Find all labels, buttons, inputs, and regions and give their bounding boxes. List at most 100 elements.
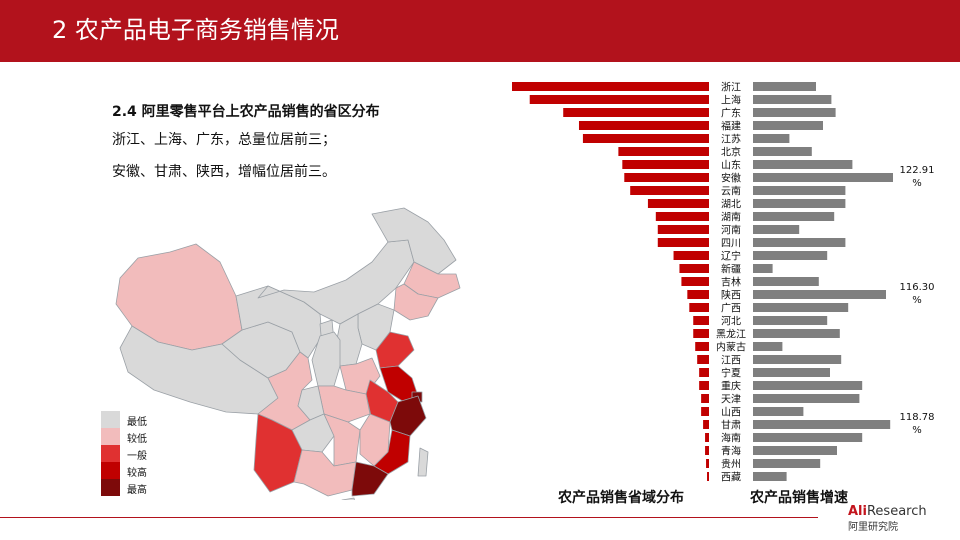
logo-brand: AliResearch [848, 504, 927, 519]
province-label: 新疆 [721, 263, 741, 276]
growth-bar [753, 108, 836, 117]
legend-label: 一般 [127, 451, 147, 462]
growth-bar [753, 212, 835, 221]
province-label: 上海 [721, 94, 741, 107]
province-台湾 [417, 447, 429, 477]
sales-bar [618, 147, 709, 156]
growth-bar [753, 459, 821, 468]
sales-bar [647, 199, 709, 208]
legend-label: 最低 [127, 417, 147, 428]
sales-bar [582, 134, 709, 143]
province-label: 湖北 [721, 199, 741, 211]
growth-annotation: 122.91% [900, 165, 935, 189]
sales-bar [655, 212, 709, 221]
province-label: 广东 [721, 107, 741, 120]
province-海南 [341, 497, 355, 500]
growth-bar [753, 303, 849, 312]
summary-line-growth: 安徽、甘肃、陕西，增幅位居前三。 [112, 164, 336, 180]
legend-label: 最高 [127, 485, 147, 496]
aliresearch-logo: AliResearch 阿里研究院 [848, 504, 927, 533]
growth-bar [753, 446, 837, 455]
growth-bar [753, 316, 828, 325]
sales-bar [673, 251, 709, 260]
legend-label: 较低 [127, 434, 147, 445]
growth-bar [753, 420, 891, 429]
page-title: 2 农产品电子商务销售情况 [52, 16, 339, 44]
sales-bar [657, 225, 709, 234]
province-label: 黑龙江 [716, 328, 746, 341]
header-bar: 2 农产品电子商务销售情况 [0, 0, 960, 62]
province-label: 陕西 [721, 289, 741, 302]
province-label: 云南 [721, 185, 741, 198]
legend-swatch [101, 428, 120, 445]
growth-bar [753, 199, 846, 208]
sales-bar [706, 459, 709, 468]
sales-bar [697, 355, 709, 364]
growth-bar [753, 329, 840, 338]
sales-bar [512, 82, 709, 91]
province-黑龙江 [371, 207, 457, 275]
growth-bar [753, 472, 787, 481]
logo-brand-accent: Ali [848, 504, 867, 519]
legend-swatch [101, 479, 120, 496]
sales-bar [699, 368, 709, 377]
province-label: 青海 [721, 445, 741, 458]
legend-swatch [101, 462, 120, 479]
growth-bar [753, 173, 893, 182]
logo-brand-rest: Research [866, 504, 927, 519]
sales-bar [578, 121, 709, 130]
sales-bar [695, 342, 709, 351]
sales-bar [707, 472, 709, 481]
province-label: 内蒙古 [716, 341, 746, 354]
province-label: 北京 [721, 146, 741, 159]
province-label: 河南 [721, 224, 741, 237]
growth-bar [753, 251, 828, 260]
growth-bar [753, 160, 853, 169]
province-label: 江苏 [721, 133, 741, 146]
province-label: 吉林 [721, 276, 741, 289]
legend-swatch [101, 445, 120, 462]
china-province-map [115, 207, 461, 500]
province-label: 江西 [721, 355, 741, 367]
growth-bar [753, 264, 773, 273]
sales-bar [679, 264, 709, 273]
province-label: 甘肃 [721, 419, 741, 432]
province-label: 河北 [721, 316, 741, 328]
province-label: 辽宁 [721, 250, 741, 263]
legend-label: 较高 [127, 468, 147, 479]
growth-bar [753, 186, 846, 195]
sales-bar [529, 95, 709, 104]
province-label: 天津 [721, 394, 741, 406]
province-label: 西藏 [721, 472, 741, 484]
province-label: 海南 [721, 432, 741, 445]
sales-bar [689, 303, 709, 312]
sales-bar [705, 446, 709, 455]
sales-bar [681, 277, 709, 286]
growth-bar [753, 225, 800, 234]
province-内蒙古 [257, 239, 415, 325]
province-陕西 [311, 331, 341, 387]
province-label: 湖南 [721, 211, 741, 224]
province-label: 浙江 [721, 82, 741, 94]
growth-bar [753, 290, 886, 299]
growth-bar [753, 407, 804, 416]
sales-bar [657, 238, 709, 247]
footer-divider [0, 517, 818, 518]
province-label: 贵州 [721, 458, 741, 471]
province-广东 [351, 461, 389, 497]
growth-bar [753, 147, 812, 156]
province-label: 山东 [721, 159, 741, 172]
growth-bar [753, 121, 823, 130]
growth-bar [753, 134, 790, 143]
province-label: 福建 [721, 120, 741, 133]
section-subtitle: 2.4 阿里零售平台上农产品销售的省区分布 [112, 104, 380, 120]
right-axis-title: 农产品销售增速 [750, 490, 848, 506]
sales-bar [630, 186, 709, 195]
sales-bar [563, 108, 709, 117]
province-label: 山西 [721, 407, 741, 419]
growth-bar [753, 394, 860, 403]
growth-bar [753, 277, 819, 286]
growth-bar [753, 82, 816, 91]
sales-bar [622, 160, 709, 169]
sales-bar [701, 407, 709, 416]
